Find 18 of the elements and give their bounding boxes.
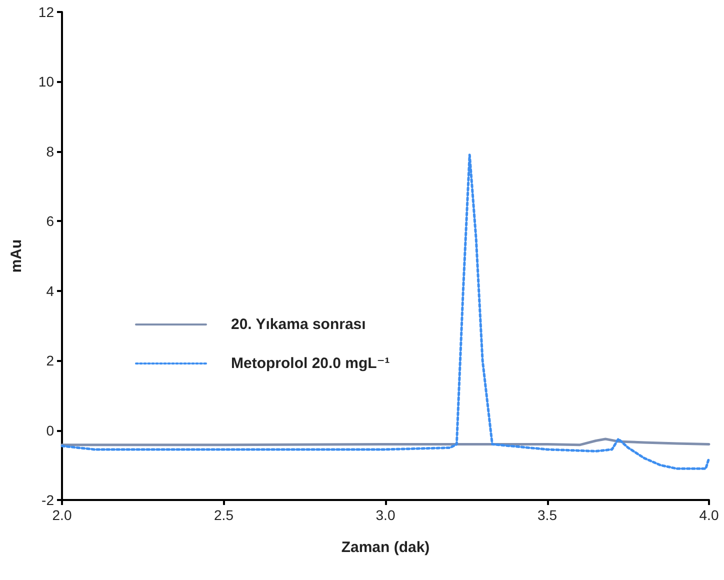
y-tick-label: 12 (38, 4, 54, 20)
x-tick-label: 2.0 (52, 507, 72, 523)
x-tick-label: 3.5 (538, 507, 558, 523)
y-tick-label: 2 (46, 352, 54, 369)
x-axis-title: Zaman (dak) (341, 539, 430, 556)
legend-label: 20. Yıkama sonrası (231, 316, 366, 333)
y-tick-label: 0 (46, 422, 54, 438)
y-tick-label: 8 (46, 143, 54, 160)
line-series (60, 154, 710, 470)
y-tick-label: 10 (38, 74, 54, 90)
y-tick-label: 6 (46, 213, 54, 230)
x-tick-label: 4.0 (699, 507, 719, 523)
x-tick-label: 2.5 (214, 507, 234, 523)
legend-label: Metoprolol 20.0 mgL⁻¹ (231, 355, 390, 372)
y-axis-title: mAu (8, 239, 25, 273)
y-tick-label: -2 (42, 492, 54, 508)
x-tick-label: 3.0 (376, 507, 396, 523)
y-tick-label: 4 (46, 282, 54, 299)
